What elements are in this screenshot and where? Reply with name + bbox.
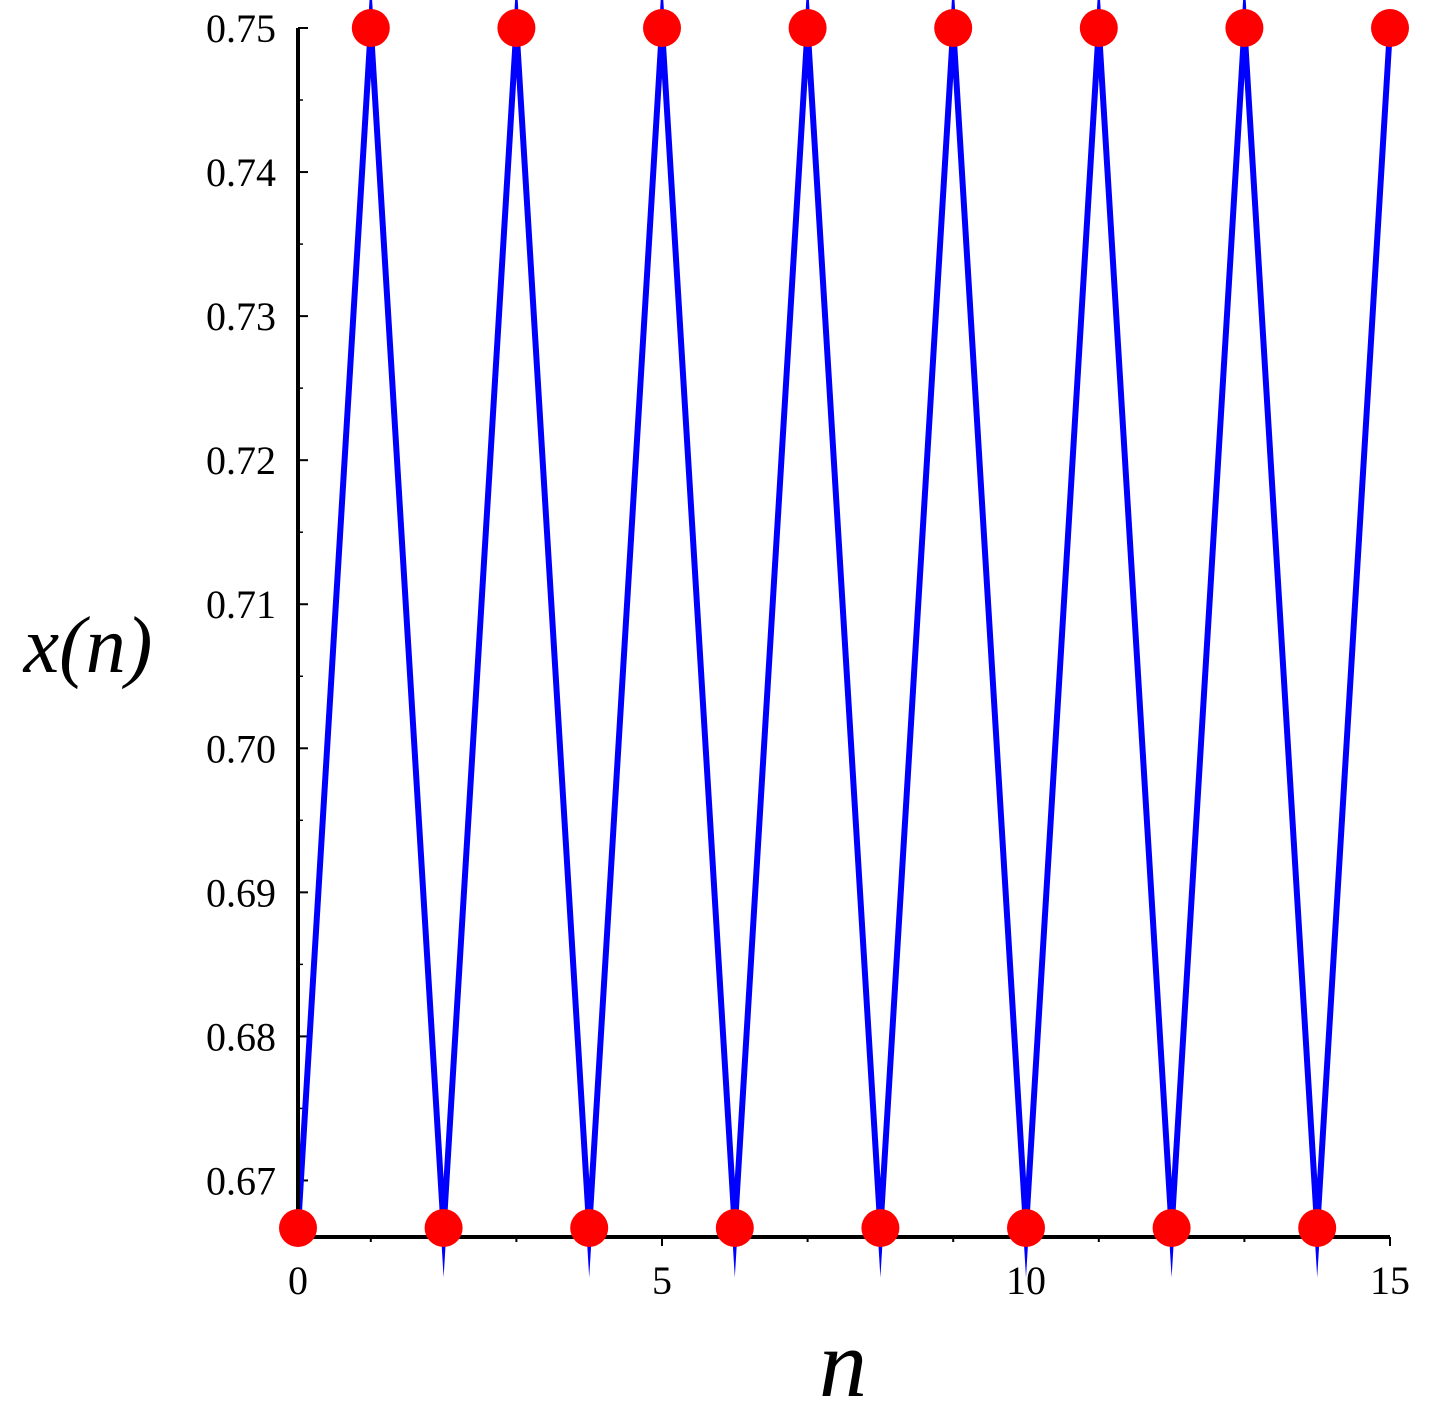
x-tick-label: 5 [652,1258,672,1303]
y-tick-label: 0.67 [206,1158,276,1203]
y-tick-label: 0.70 [206,726,276,771]
data-point [715,1209,754,1247]
data-point [643,9,681,47]
data-point [351,9,390,47]
data-point [424,1209,463,1247]
data-point [788,9,827,47]
y-axis-title: x(n) [23,602,153,690]
y-tick-label: 0.71 [206,582,276,627]
data-point [861,1209,900,1247]
x-tick-label: 10 [1006,1258,1046,1303]
data-point [1152,1209,1191,1247]
data-point [934,9,973,47]
y-tick-label: 0.73 [206,294,276,339]
data-point [1079,9,1118,47]
data-point [570,1209,609,1247]
data-point [497,9,536,47]
x-axis-title: n [819,1310,867,1417]
data-point [1298,1209,1337,1247]
x-tick-label: 0 [288,1258,308,1303]
y-tick-label: 0.72 [206,438,276,483]
tick-label-layer: 0.67 0.68 0.69 0.70 0.71 0.72 0.73 0.74 0.75 0 5 10… [206,6,1410,1303]
data-point [1225,9,1264,47]
data-point [279,1209,317,1247]
data-point [1007,1209,1045,1247]
x-tick-label: 15 [1370,1258,1410,1303]
y-tick-label: 0.68 [206,1014,276,1059]
data-point [1371,9,1409,47]
series-marker-layer [279,9,1409,1247]
series-line [295,0,1393,1278]
y-tick-label: 0.69 [206,870,276,915]
y-tick-label: 0.75 [206,6,276,51]
series-line-layer [295,0,1393,1278]
y-tick-label: 0.74 [206,150,276,195]
axes-layer [296,28,1390,1239]
